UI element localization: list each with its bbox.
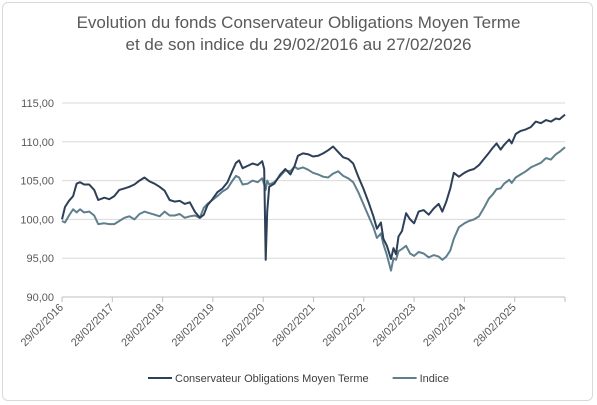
y-axis-ticks: 90,00 95,00 100,00 105,00 110,00 115,00 bbox=[20, 98, 54, 304]
x-tick-label: 28/02/2022 bbox=[321, 302, 368, 349]
y-tick-label: 105,00 bbox=[20, 176, 54, 188]
series-line bbox=[61, 113, 566, 261]
chart-title-line-2: et de son indice du 29/02/2016 au 27/02/… bbox=[125, 35, 472, 54]
chart-title: Evolution du fonds Conservateur Obligati… bbox=[0, 12, 597, 56]
gridlines bbox=[62, 102, 565, 259]
series-lines bbox=[61, 113, 566, 272]
y-tick-label: 90,00 bbox=[26, 292, 54, 304]
x-tick-label: 29/02/2016 bbox=[19, 302, 66, 349]
x-tick-label: 28/02/2019 bbox=[170, 302, 217, 349]
x-tick-label: 28/02/2017 bbox=[69, 302, 116, 349]
x-axis: 29/02/2016 28/02/2017 28/02/2018 28/02/2019… bbox=[19, 296, 566, 349]
legend: Conservateur Obligations Moyen Terme Indi… bbox=[148, 373, 449, 385]
x-tick-label: 28/02/2025 bbox=[471, 302, 518, 349]
legend-label: Conservateur Obligations Moyen Terme bbox=[175, 373, 369, 385]
x-tick-label: 28/02/2018 bbox=[119, 302, 166, 349]
chart-frame bbox=[2, 2, 593, 401]
x-tick-label: 28/02/2023 bbox=[371, 302, 418, 349]
x-tick-label: 29/02/2024 bbox=[421, 302, 468, 349]
y-tick-label: 100,00 bbox=[20, 214, 54, 226]
y-tick-label: 115,00 bbox=[21, 98, 54, 110]
chart-title-line-1: Evolution du fonds Conservateur Obligati… bbox=[76, 13, 521, 32]
x-tick-label: 29/02/2020 bbox=[220, 302, 267, 349]
series-line bbox=[61, 146, 566, 272]
y-tick-label: 95,00 bbox=[26, 253, 54, 265]
y-tick-label: 110,00 bbox=[21, 137, 54, 149]
x-tick-label: 28/02/2021 bbox=[270, 302, 317, 349]
legend-label: Indice bbox=[420, 373, 449, 385]
